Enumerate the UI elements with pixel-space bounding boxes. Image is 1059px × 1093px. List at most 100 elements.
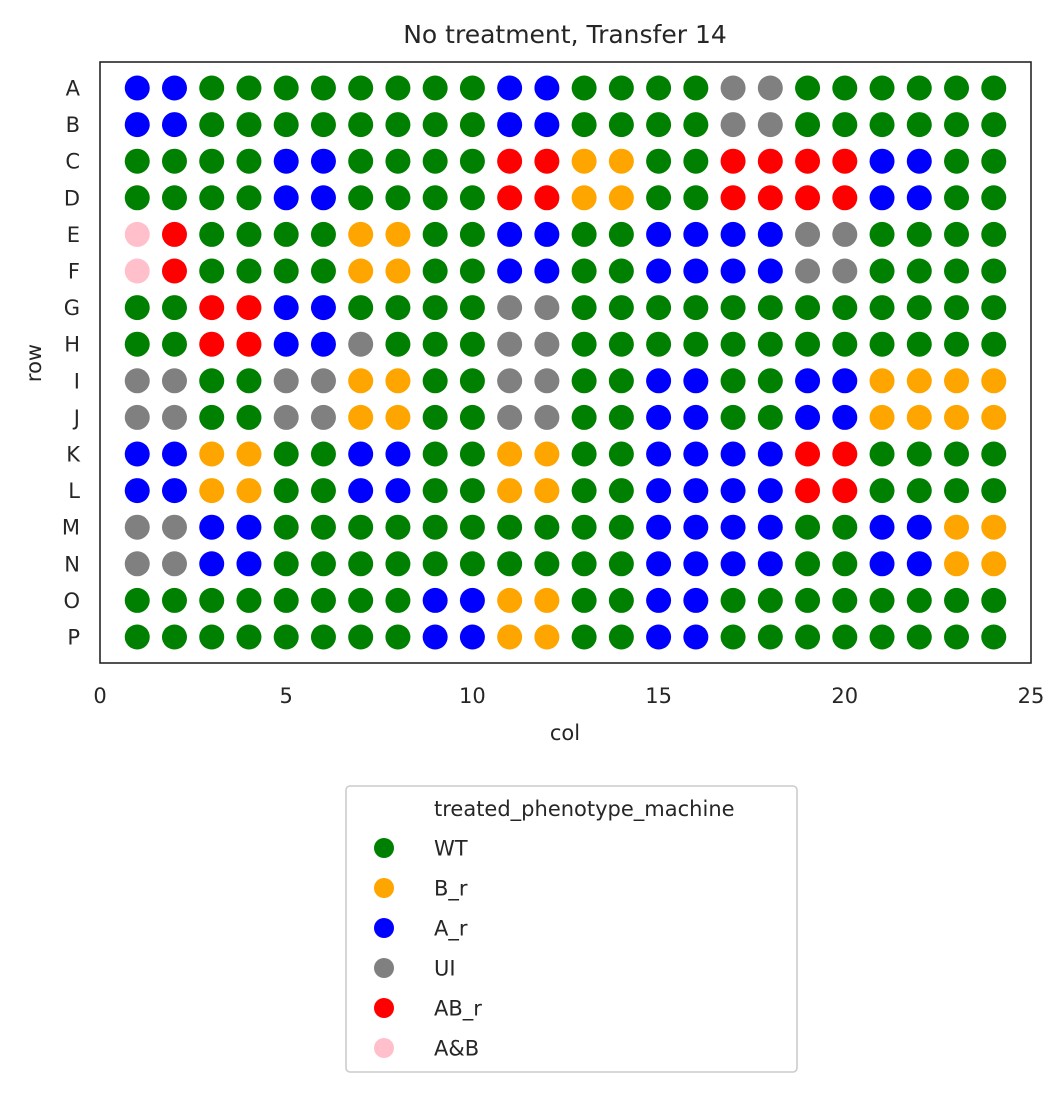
point-K12-B_r (534, 441, 560, 467)
point-D18-AB_r (757, 185, 783, 211)
point-C18-AB_r (757, 148, 783, 174)
point-G21-WT (869, 295, 895, 321)
point-G16-WT (683, 295, 709, 321)
point-K13-WT (571, 441, 597, 467)
point-P18-WT (757, 624, 783, 650)
point-H21-WT (869, 331, 895, 357)
point-H22-WT (906, 331, 932, 357)
point-N18-A_r (757, 551, 783, 577)
point-H18-WT (757, 331, 783, 357)
point-A19-WT (795, 75, 821, 101)
point-M19-WT (795, 514, 821, 540)
point-M8-WT (385, 514, 411, 540)
y-tick-label: H (64, 333, 80, 357)
point-I20-A_r (832, 368, 858, 394)
point-N22-A_r (906, 551, 932, 577)
point-A23-WT (944, 75, 970, 101)
point-E9-WT (422, 221, 448, 247)
plot-area (99, 61, 1032, 664)
y-tick-label: A (66, 77, 81, 101)
point-B17-UI (720, 112, 746, 138)
point-C23-WT (944, 148, 970, 174)
point-I7-B_r (348, 368, 374, 394)
point-O13-WT (571, 587, 597, 613)
point-G11-UI (497, 295, 523, 321)
point-D5-A_r (273, 185, 299, 211)
point-J12-UI (534, 404, 560, 430)
point-I6-UI (310, 368, 336, 394)
point-E21-WT (869, 221, 895, 247)
point-K18-A_r (757, 441, 783, 467)
point-E17-A_r (720, 221, 746, 247)
point-P2-WT (161, 624, 187, 650)
point-B19-WT (795, 112, 821, 138)
point-F7-B_r (348, 258, 374, 284)
y-tick-label: E (67, 223, 80, 247)
point-E2-AB_r (161, 221, 187, 247)
point-I8-B_r (385, 368, 411, 394)
legend-label: AB_r (434, 997, 482, 1022)
point-A12-A_r (534, 75, 560, 101)
point-G12-UI (534, 295, 560, 321)
point-A6-WT (310, 75, 336, 101)
point-A13-WT (571, 75, 597, 101)
legend-marker (374, 998, 394, 1018)
point-I4-WT (236, 368, 262, 394)
point-J18-WT (757, 404, 783, 430)
point-E4-WT (236, 221, 262, 247)
y-tick-label: I (74, 369, 80, 393)
point-E5-WT (273, 221, 299, 247)
point-L4-B_r (236, 478, 262, 504)
point-J6-UI (310, 404, 336, 430)
point-L17-A_r (720, 478, 746, 504)
point-M15-A_r (646, 514, 672, 540)
point-H14-WT (608, 331, 634, 357)
point-N5-WT (273, 551, 299, 577)
point-A8-WT (385, 75, 411, 101)
point-K5-WT (273, 441, 299, 467)
point-H9-WT (422, 331, 448, 357)
point-M23-B_r (944, 514, 970, 540)
legend-label: UI (434, 957, 456, 981)
point-I19-A_r (795, 368, 821, 394)
point-L15-A_r (646, 478, 672, 504)
point-M5-WT (273, 514, 299, 540)
point-L24-WT (981, 478, 1007, 504)
y-tick-label: G (64, 296, 80, 320)
point-N9-WT (422, 551, 448, 577)
point-N17-A_r (720, 551, 746, 577)
point-H1-WT (124, 331, 150, 357)
point-A7-WT (348, 75, 374, 101)
x-tick-label: 10 (459, 684, 486, 708)
point-A22-WT (906, 75, 932, 101)
point-H16-WT (683, 331, 709, 357)
point-B22-WT (906, 112, 932, 138)
legend-marker (374, 958, 394, 978)
point-D20-AB_r (832, 185, 858, 211)
point-O16-A_r (683, 587, 709, 613)
point-N1-UI (124, 551, 150, 577)
point-A17-UI (720, 75, 746, 101)
point-G2-WT (161, 295, 187, 321)
legend-marker (374, 918, 394, 938)
point-O24-WT (981, 587, 1007, 613)
point-P6-WT (310, 624, 336, 650)
point-O18-WT (757, 587, 783, 613)
point-I23-B_r (944, 368, 970, 394)
point-B5-WT (273, 112, 299, 138)
point-O9-A_r (422, 587, 448, 613)
point-L5-WT (273, 478, 299, 504)
point-D22-A_r (906, 185, 932, 211)
point-C4-WT (236, 148, 262, 174)
point-O23-WT (944, 587, 970, 613)
point-K8-A_r (385, 441, 411, 467)
point-H23-WT (944, 331, 970, 357)
point-A16-WT (683, 75, 709, 101)
y-tick-label: N (64, 552, 80, 576)
point-E15-A_r (646, 221, 672, 247)
point-F4-WT (236, 258, 262, 284)
point-P11-B_r (497, 624, 523, 650)
point-C8-WT (385, 148, 411, 174)
point-H8-WT (385, 331, 411, 357)
